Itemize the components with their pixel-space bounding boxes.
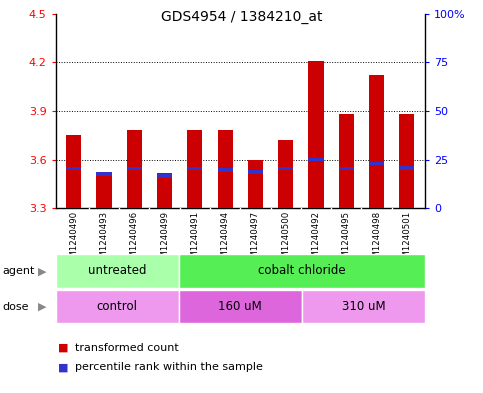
Text: GSM1240499: GSM1240499 [160, 211, 169, 268]
Bar [127, 167, 142, 170]
Bar [369, 75, 384, 208]
Bar [399, 166, 414, 169]
Bar [399, 114, 414, 208]
Text: GSM1240494: GSM1240494 [221, 211, 229, 269]
Text: cobalt chloride: cobalt chloride [258, 264, 346, 277]
Bar [179, 290, 302, 323]
Bar [369, 162, 384, 165]
Text: GSM1240496: GSM1240496 [130, 211, 139, 269]
Bar [309, 158, 324, 162]
Bar [278, 167, 293, 170]
Bar [187, 167, 202, 170]
Text: GSM1240493: GSM1240493 [99, 211, 109, 269]
Text: ▶: ▶ [38, 266, 46, 276]
Bar [187, 130, 202, 208]
Bar [179, 254, 425, 288]
Text: dose: dose [2, 301, 29, 312]
Text: GSM1240492: GSM1240492 [312, 211, 321, 269]
Text: transformed count: transformed count [75, 343, 179, 353]
Bar [339, 167, 354, 170]
Text: GSM1240498: GSM1240498 [372, 211, 381, 269]
Text: ■: ■ [58, 362, 69, 373]
Bar [56, 290, 179, 323]
Text: 160 uM: 160 uM [218, 300, 262, 313]
Bar [309, 61, 324, 208]
Bar [339, 114, 354, 208]
Text: GSM1240501: GSM1240501 [402, 211, 412, 269]
Text: untreated: untreated [88, 264, 146, 277]
Bar [157, 173, 172, 208]
Text: GSM1240497: GSM1240497 [251, 211, 260, 269]
Text: ■: ■ [58, 343, 69, 353]
Bar [248, 170, 263, 174]
Text: control: control [97, 300, 138, 313]
Bar [217, 130, 233, 208]
Text: GSM1240491: GSM1240491 [190, 211, 199, 269]
Text: ▶: ▶ [38, 301, 46, 312]
Text: GDS4954 / 1384210_at: GDS4954 / 1384210_at [161, 10, 322, 24]
Bar [217, 169, 233, 172]
Text: agent: agent [2, 266, 35, 276]
Text: GSM1240495: GSM1240495 [342, 211, 351, 269]
Bar [248, 160, 263, 208]
Bar [278, 140, 293, 208]
Bar [97, 173, 112, 176]
Text: GSM1240490: GSM1240490 [69, 211, 78, 269]
Bar [127, 130, 142, 208]
Bar [302, 290, 425, 323]
Bar [157, 174, 172, 178]
Bar [97, 173, 112, 208]
Bar [56, 254, 179, 288]
Text: GSM1240500: GSM1240500 [281, 211, 290, 269]
Text: percentile rank within the sample: percentile rank within the sample [75, 362, 263, 373]
Bar [66, 167, 81, 170]
Text: 310 uM: 310 uM [341, 300, 385, 313]
Bar [66, 135, 81, 208]
